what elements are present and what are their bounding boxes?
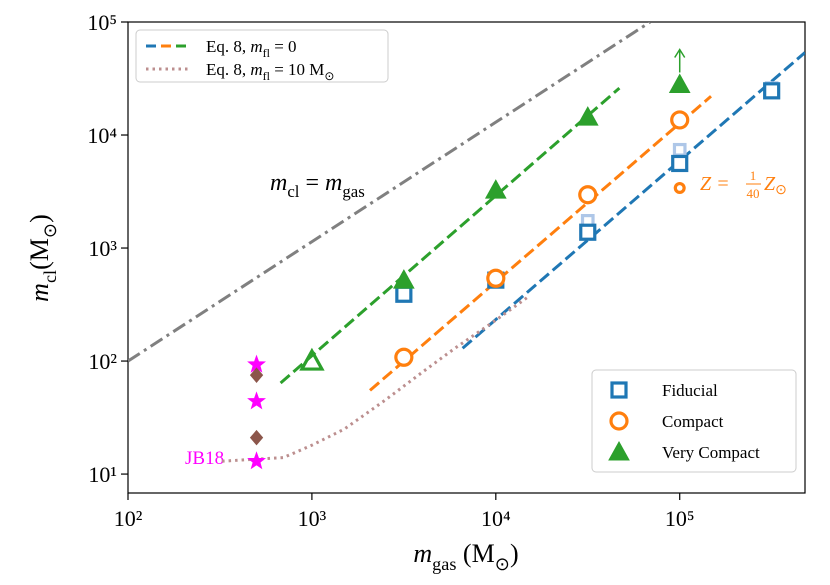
text-part: Eq. 8, [206,60,250,79]
text-part: m [325,170,342,196]
legend-box [135,29,389,83]
y-tick-label: 10³ [88,236,117,261]
legend-label: Fiducial [662,381,718,400]
x-tick-label: 10² [114,506,143,531]
model-line [128,22,651,363]
model-line [279,86,621,385]
star-marker [247,451,266,470]
legend-box [591,369,797,473]
rich-text: mcl = mgas [270,170,365,201]
rich-text: Eq. 8, mfl = 0 [206,37,297,60]
text-part: m [270,170,287,196]
text-part: ⊙ [324,69,334,83]
text-part: m [250,37,262,56]
text-part: (M [456,539,494,568]
y-tick-label: 10¹ [88,462,117,487]
model-line [222,295,530,463]
fraction-num: 1 [750,168,757,183]
square-marker [672,142,687,157]
square-marker [579,223,597,241]
text-part: = [299,170,325,196]
text-part: = 10 M [270,60,324,79]
triangle-marker [668,73,691,93]
jb18-annotation: JB18 [185,448,224,469]
text-part: ⊙ [495,554,510,574]
text-part: fl [263,46,271,60]
text-part: ) [25,214,54,223]
square-marker [763,82,781,100]
annotation-part: Z = [700,173,730,195]
text-part: = 0 [270,37,297,56]
legend-label: Compact [662,412,724,431]
text-part: (M [25,238,54,270]
x-tick-label: 10⁵ [665,506,695,531]
text-part: gas [432,554,456,574]
star-marker [247,391,266,410]
y-tick-label: 10² [88,349,117,374]
rich-text: Eq. 8, mfl = 10 M⊙ [206,60,334,83]
y-tick-label: 10⁵ [87,10,117,35]
circle-marker [486,268,506,288]
plot-frame [127,21,806,494]
y-tick-label: 10⁴ [87,123,117,148]
rich-text: mgas (M⊙) [413,539,518,574]
diamond-marker [249,367,264,383]
diamond-marker [249,429,264,446]
text-part: gas [342,182,364,201]
circle-marker [670,110,690,130]
text-part: m [413,539,432,568]
triangle-marker [299,347,325,371]
circle-marker [394,347,414,367]
annotation-part: ⊙ [775,183,787,198]
x-tick-label: 10⁴ [481,506,511,531]
text-part: fl [263,69,271,83]
metallicity-z: Z⊙ [764,173,787,198]
text-part: m [250,60,262,79]
text-part: m [25,283,54,302]
triangle-marker [393,269,415,289]
metallicity-annotation: Z = [700,173,730,195]
text-part: Eq. 8, [206,37,250,56]
rich-text: mcl(M⊙) [25,214,60,302]
upper-arrow-head [674,48,686,58]
triangle-marker [576,106,599,126]
model-line [461,51,805,350]
text-part: cl [40,270,60,283]
square-marker [395,285,413,303]
circle-marker [673,181,686,194]
annotation-part: Z [764,173,776,195]
text-part: ⊙ [40,223,60,238]
lines [128,22,805,463]
text-part: ) [510,539,519,568]
triangle-marker [484,179,507,199]
circle-marker [578,185,598,205]
legend-label: Very Compact [662,443,760,462]
x-tick-label: 10³ [298,506,327,531]
fraction-den: 40 [747,186,760,201]
circle-marker [609,411,629,431]
triangle-marker [608,440,630,461]
square-marker [671,154,689,173]
model-line [369,95,712,392]
text-part: cl [287,182,299,201]
square-marker [610,381,628,399]
